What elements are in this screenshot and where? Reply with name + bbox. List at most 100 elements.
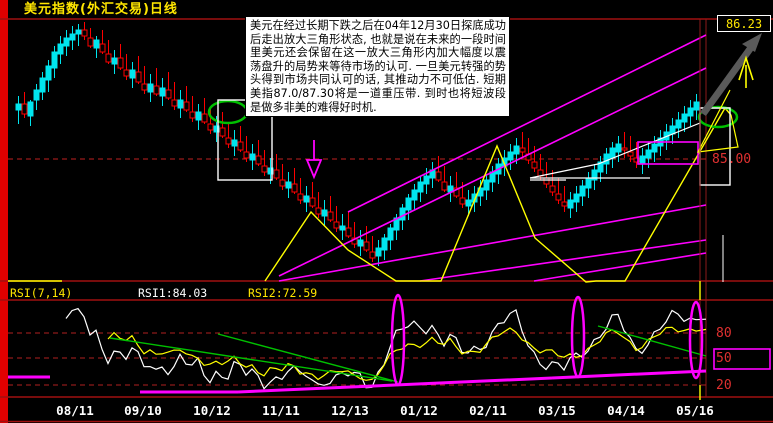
rsi-support-magenta-2 bbox=[237, 376, 553, 394]
candle-body bbox=[153, 85, 160, 95]
candle-body bbox=[273, 169, 280, 179]
candle-body bbox=[57, 43, 64, 55]
date-tick-label: 09/10 bbox=[124, 403, 162, 418]
candle-body bbox=[147, 83, 154, 93]
date-tick-label: 04/14 bbox=[607, 403, 645, 418]
candle-body bbox=[423, 175, 430, 185]
analysis-note-box: 美元在经过长期下跌之后在04年12月30日探底成功后走出放大三角形状态, 也就是… bbox=[245, 16, 510, 118]
rsi2-value-label: RSI2:72.59 bbox=[248, 286, 318, 300]
rsi1-value-label: RSI1:84.03 bbox=[138, 286, 208, 300]
candlestick-series bbox=[15, 22, 700, 266]
rsi-trendline-green-1 bbox=[109, 337, 393, 382]
green-ellipse-marker-right bbox=[697, 105, 739, 129]
date-tick-label: 10/12 bbox=[193, 403, 231, 418]
candle-body bbox=[231, 139, 238, 147]
candle-body bbox=[579, 185, 586, 197]
candle-body bbox=[615, 143, 622, 153]
candle-body bbox=[609, 147, 616, 159]
candle-body bbox=[387, 227, 394, 241]
candle-body bbox=[693, 101, 700, 111]
candle-body bbox=[297, 193, 304, 201]
candle-body bbox=[51, 51, 58, 69]
triangle-upper-boundary bbox=[347, 34, 707, 213]
window-title: 美元指数(外汇交易)日线 bbox=[24, 2, 178, 17]
candle-body bbox=[441, 181, 448, 191]
candle-body bbox=[21, 103, 28, 115]
candle-body bbox=[399, 207, 406, 221]
candle-body bbox=[417, 181, 424, 193]
date-tick-label: 05/16 bbox=[676, 403, 714, 418]
date-tick-label: 01/12 bbox=[400, 403, 438, 418]
candle-body bbox=[585, 177, 592, 189]
candle-body bbox=[333, 221, 340, 229]
candle-body bbox=[75, 29, 82, 35]
candle-body bbox=[561, 201, 568, 207]
white-trendline-rising bbox=[529, 122, 701, 179]
candle-body bbox=[249, 153, 256, 161]
candle-body bbox=[141, 83, 148, 91]
price-level-label: 85.00 bbox=[712, 152, 752, 167]
candle-body bbox=[171, 99, 178, 107]
rsi-spike-ellipse-2 bbox=[570, 295, 586, 379]
candle-body bbox=[369, 251, 376, 259]
candle-body bbox=[135, 71, 142, 83]
candle-body bbox=[405, 197, 412, 211]
candle-body bbox=[531, 161, 538, 169]
candle-body bbox=[597, 161, 604, 173]
date-tick-label: 03/15 bbox=[538, 403, 576, 418]
rsi-spike-ellipse-1 bbox=[390, 293, 406, 387]
candle-body bbox=[237, 141, 244, 151]
triangle-upper-boundary-2 bbox=[278, 67, 707, 277]
candle-body bbox=[315, 207, 322, 215]
candle-body bbox=[45, 65, 52, 81]
candle-body bbox=[105, 53, 112, 63]
candle-body bbox=[603, 153, 610, 165]
candle-body bbox=[339, 225, 346, 231]
candle-body bbox=[483, 179, 490, 191]
candle-body bbox=[645, 149, 652, 159]
candle-body bbox=[363, 241, 370, 251]
date-tick-label: 08/11 bbox=[56, 403, 94, 418]
candle-body bbox=[165, 89, 172, 99]
rsi-scale-20: 20 bbox=[716, 378, 732, 393]
candle-body bbox=[93, 39, 100, 49]
candle-body bbox=[459, 197, 466, 205]
triangle-lower-boundary-2 bbox=[419, 239, 707, 282]
date-tick-label: 02/11 bbox=[469, 403, 507, 418]
rsi-value-box bbox=[713, 348, 771, 370]
candle-body bbox=[519, 147, 526, 153]
zigzag-wave-count bbox=[264, 106, 732, 283]
candle-body bbox=[87, 37, 94, 47]
candle-body bbox=[567, 199, 574, 209]
candle-body bbox=[651, 143, 658, 153]
gray-projection-arrow bbox=[700, 33, 762, 117]
date-tick-label: 11/11 bbox=[262, 403, 300, 418]
magenta-down-arrow bbox=[305, 140, 323, 180]
candle-body bbox=[327, 211, 334, 221]
candle-body bbox=[39, 77, 46, 93]
candle-body bbox=[123, 69, 130, 77]
candle-body bbox=[321, 209, 328, 217]
candle-body bbox=[99, 43, 106, 53]
candle-body bbox=[219, 127, 226, 137]
date-tick-label: 12/13 bbox=[331, 403, 369, 418]
candle-body bbox=[183, 101, 190, 111]
candle-body bbox=[357, 239, 364, 247]
candle-body bbox=[255, 155, 262, 165]
candle-body bbox=[345, 227, 352, 237]
candle-body bbox=[639, 155, 646, 165]
candle-body bbox=[303, 195, 310, 203]
candle-body bbox=[513, 145, 520, 155]
candle-body bbox=[573, 193, 580, 203]
candle-body bbox=[633, 157, 640, 163]
candle-body bbox=[15, 103, 22, 111]
candle-body bbox=[591, 169, 598, 181]
candle-body bbox=[279, 179, 286, 187]
triangle-lower-boundary bbox=[278, 204, 707, 282]
candle-body bbox=[285, 181, 292, 189]
candle-body bbox=[27, 101, 34, 117]
candle-body bbox=[681, 113, 688, 123]
candle-body bbox=[129, 69, 136, 79]
candle-body bbox=[465, 199, 472, 207]
